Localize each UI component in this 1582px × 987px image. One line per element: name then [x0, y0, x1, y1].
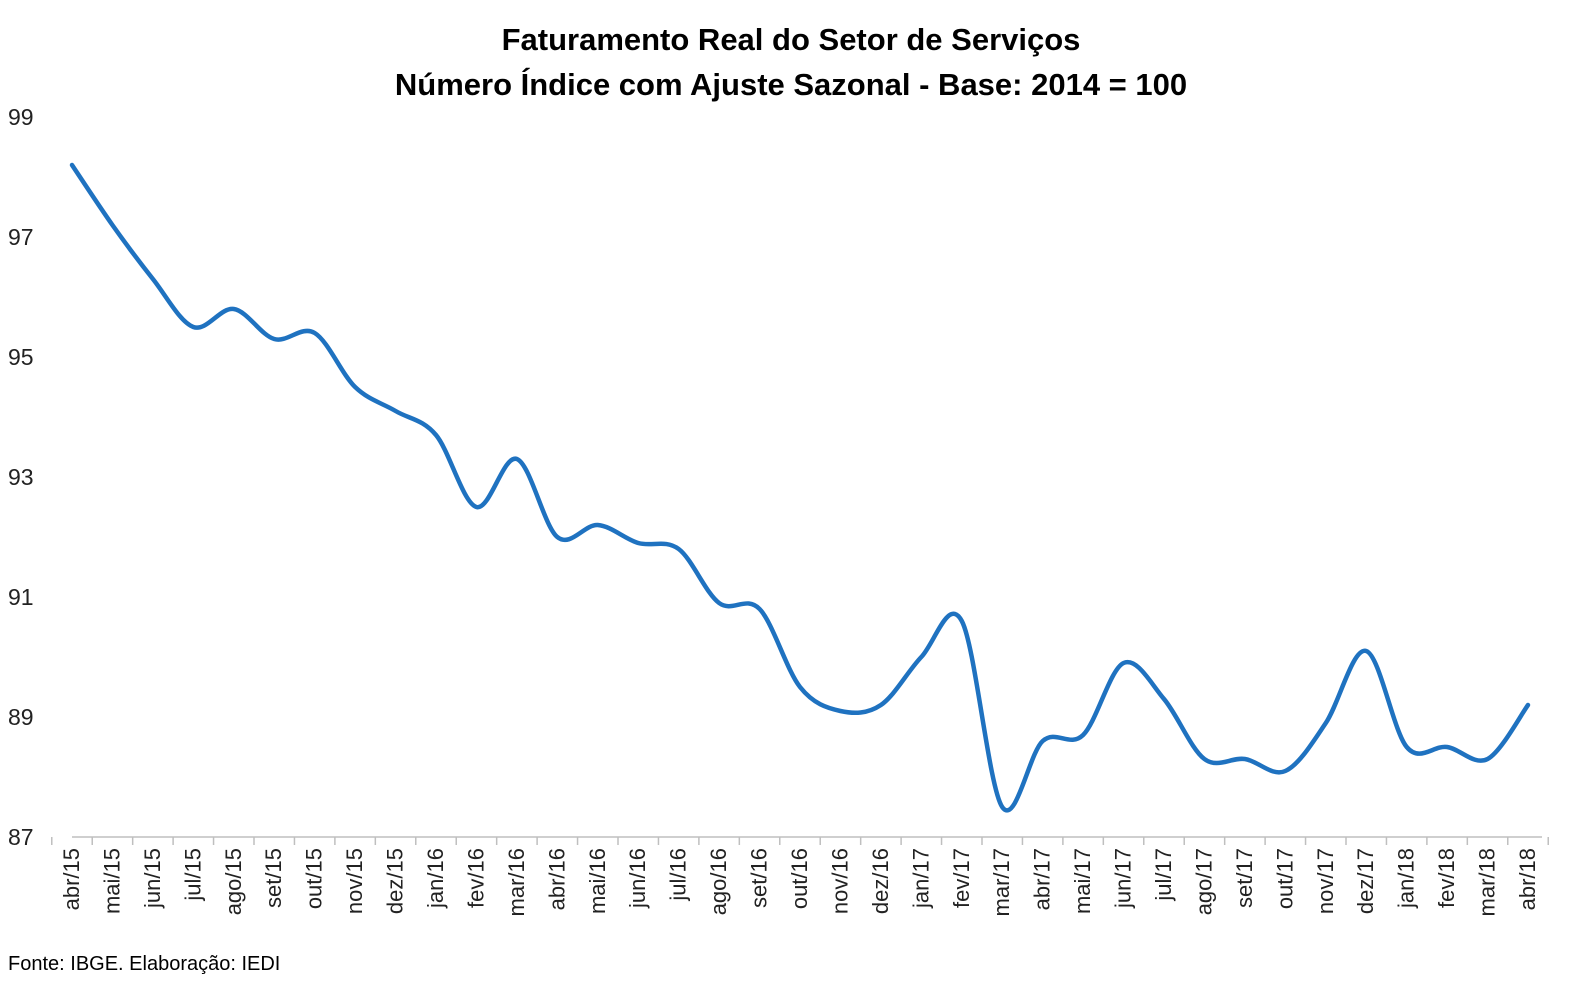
x-tick-label: jan/16: [423, 848, 448, 909]
x-tick-label: abr/16: [544, 848, 569, 910]
data-point: [717, 601, 721, 605]
data-point: [798, 685, 802, 689]
x-tick-label: fev/16: [463, 848, 488, 908]
x-tick-label: jun/16: [625, 848, 650, 909]
x-tick-label: mar/16: [504, 848, 529, 916]
x-tick-label: jul/16: [666, 848, 691, 902]
x-tick-label: out/16: [787, 848, 812, 909]
y-tick-label: 91: [8, 584, 34, 610]
data-point: [353, 385, 357, 389]
data-point: [70, 163, 74, 167]
data-point: [636, 541, 640, 545]
x-tick-label: out/15: [302, 848, 327, 909]
x-tick-label: mar/17: [989, 848, 1014, 916]
x-axis-tick-labels: abr/15 mai/15 jun/15 jul/15 ago/15 set/15 out/…: [59, 848, 1540, 916]
data-point: [394, 409, 398, 413]
x-tick-label: ago/15: [221, 848, 246, 915]
data-point: [434, 433, 438, 437]
chart-title-line-2: Número Índice com Ajuste Sazonal - Base:…: [395, 67, 1187, 102]
x-tick-label: dez/15: [383, 848, 408, 914]
data-point: [515, 457, 519, 461]
x-tick-label: dez/16: [868, 848, 893, 914]
y-tick-label: 95: [8, 344, 34, 370]
y-tick-label: 99: [8, 104, 34, 130]
x-tick-label: fev/18: [1434, 848, 1459, 908]
data-point: [1122, 661, 1126, 665]
data-point: [596, 523, 600, 527]
data-point: [272, 337, 276, 341]
data-point: [1162, 697, 1166, 701]
x-tick-label: nov/15: [342, 848, 367, 914]
x-tick-label: mai/16: [585, 848, 610, 914]
data-point: [879, 703, 883, 707]
x-tick-label: set/15: [261, 848, 286, 908]
x-tick-label: out/17: [1272, 848, 1297, 909]
data-point: [1324, 721, 1328, 725]
x-tick-label: ago/16: [706, 848, 731, 915]
x-tick-label: mar/18: [1475, 848, 1500, 916]
x-tick-label: jan/18: [1394, 848, 1419, 909]
data-point: [1081, 733, 1085, 737]
x-tick-label: jan/17: [908, 848, 933, 909]
x-tick-label: jun/15: [140, 848, 165, 909]
x-tick-label: ago/17: [1191, 848, 1216, 915]
data-point: [1405, 745, 1409, 749]
data-point: [110, 223, 114, 227]
y-tick-label: 87: [8, 824, 34, 850]
data-point: [191, 325, 195, 329]
x-axis-tick-marks: [51, 837, 1549, 845]
data-point: [151, 277, 155, 281]
data-point: [1486, 757, 1490, 761]
data-point: [1526, 703, 1530, 707]
y-tick-label: 93: [8, 464, 34, 490]
source-note: Fonte: IBGE. Elaboração: IEDI: [8, 953, 280, 975]
x-tick-label: jul/17: [1151, 848, 1176, 902]
data-point: [758, 607, 762, 611]
data-point: [313, 331, 317, 335]
x-tick-label: set/17: [1232, 848, 1257, 908]
x-tick-label: nov/16: [827, 848, 852, 914]
x-tick-label: set/16: [747, 848, 772, 908]
y-tick-label: 97: [8, 224, 34, 250]
data-point: [1000, 805, 1004, 809]
x-tick-label: fev/17: [949, 848, 974, 908]
chart-title-line-1: Faturamento Real do Setor de Serviços: [502, 22, 1081, 57]
data-point: [1202, 757, 1206, 761]
data-point: [838, 709, 842, 713]
data-point: [1445, 745, 1449, 749]
data-point: [1364, 649, 1368, 653]
y-tick-label: 89: [8, 704, 34, 730]
data-point: [677, 547, 681, 551]
x-tick-label: jun/17: [1111, 848, 1136, 909]
x-tick-label: jul/15: [180, 848, 205, 902]
x-tick-label: mai/17: [1070, 848, 1095, 914]
x-tick-label: mai/15: [99, 848, 124, 914]
data-point: [232, 307, 236, 311]
data-point: [555, 535, 559, 539]
x-tick-label: nov/17: [1313, 848, 1338, 914]
x-tick-label: dez/17: [1353, 848, 1378, 914]
series-line: [69, 162, 1531, 813]
data-point: [1041, 739, 1045, 743]
data-point: [1283, 769, 1287, 773]
data-point: [960, 619, 964, 623]
x-tick-label: abr/15: [59, 848, 84, 910]
data-point: [919, 655, 923, 659]
data-point: [1243, 757, 1247, 761]
x-tick-label: abr/18: [1515, 848, 1540, 910]
data-point: [474, 505, 478, 509]
data-points: [70, 163, 1530, 809]
y-axis-ticks: 99 97 95 93 91 89 87: [8, 104, 34, 850]
x-tick-label: abr/17: [1030, 848, 1055, 910]
